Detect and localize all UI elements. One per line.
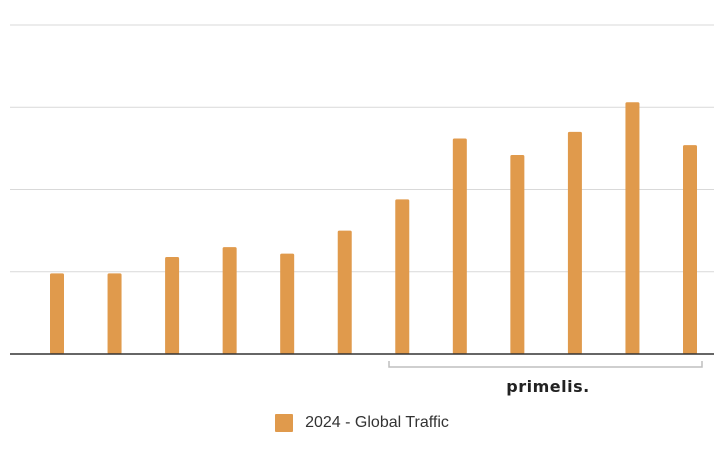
bar-10 [625,102,640,354]
bar-1 [107,273,122,354]
bar-8 [510,154,525,354]
bar-7 [452,138,467,354]
bracket-line [388,361,703,368]
bar-4 [280,253,295,354]
legend-swatch [275,414,294,432]
bar-5 [337,230,352,355]
primelis-logo: primelis. [506,377,589,396]
gridlines [10,24,714,273]
bar-2 [165,256,180,354]
legend-label: 2024 - Global Traffic [305,414,449,431]
legend: 2024 - Global Traffic [0,414,724,432]
bars [50,102,697,355]
bar-6 [395,199,410,354]
bar-11 [683,145,697,354]
bar-3 [222,247,237,354]
bar-9 [567,131,582,354]
brand-bracket [388,361,703,368]
bar-0 [50,273,64,354]
